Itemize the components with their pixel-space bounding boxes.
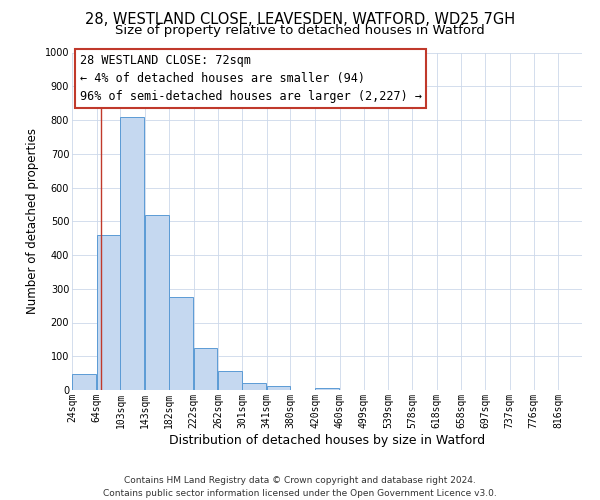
Bar [72, 374, 96, 390]
Bar [145, 214, 169, 390]
Bar [97, 235, 121, 390]
Bar [194, 348, 217, 390]
Bar [121, 116, 145, 390]
X-axis label: Distribution of detached houses by size in Watford: Distribution of detached houses by size … [169, 434, 485, 446]
Text: 28, WESTLAND CLOSE, LEAVESDEN, WATFORD, WD25 7GH: 28, WESTLAND CLOSE, LEAVESDEN, WATFORD, … [85, 12, 515, 28]
Bar [315, 388, 339, 390]
Text: Size of property relative to detached houses in Watford: Size of property relative to detached ho… [115, 24, 485, 37]
Y-axis label: Number of detached properties: Number of detached properties [26, 128, 39, 314]
Bar [218, 371, 242, 390]
Bar [242, 382, 266, 390]
Bar [266, 386, 290, 390]
Text: 28 WESTLAND CLOSE: 72sqm
← 4% of detached houses are smaller (94)
96% of semi-de: 28 WESTLAND CLOSE: 72sqm ← 4% of detache… [80, 54, 422, 103]
Text: Contains HM Land Registry data © Crown copyright and database right 2024.
Contai: Contains HM Land Registry data © Crown c… [103, 476, 497, 498]
Bar [169, 297, 193, 390]
